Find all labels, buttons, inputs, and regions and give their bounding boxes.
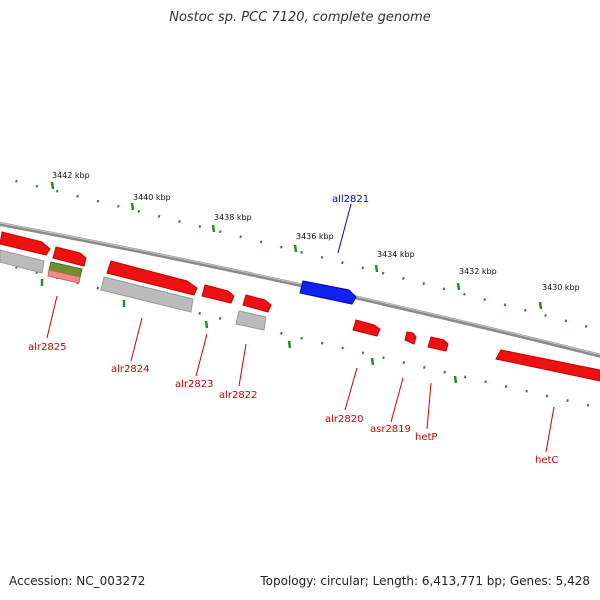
gene-arrow-all2821[interactable]	[299, 280, 357, 305]
outer-dotted-ring	[0, 175, 600, 332]
gene-arrow-alr2822[interactable]	[242, 294, 272, 313]
gene-labels: alr2825 alr2824 alr2823 alr2822 all2821 …	[28, 194, 558, 466]
genome-summary-text: Topology: circular; Length: 6,413,771 bp…	[260, 574, 590, 588]
scale-label: 3442 kbp	[52, 171, 90, 180]
gene-arrow-alr2826[interactable]	[0, 231, 51, 256]
leader-line	[238, 343, 247, 387]
grey-feature	[235, 310, 267, 331]
leader-line	[390, 377, 404, 423]
grey-feature	[100, 276, 194, 313]
inner-scale	[0, 261, 600, 410]
gene-label-asr2819[interactable]: asr2819	[370, 424, 411, 435]
gene-arrow-alr2825[interactable]	[52, 246, 87, 267]
leader-line	[545, 406, 555, 453]
scale-label: 3432 kbp	[459, 267, 497, 276]
leader-line	[426, 382, 432, 430]
gene-arrow-asr2819[interactable]	[404, 331, 417, 345]
leader-line	[337, 203, 352, 254]
scale-label: 3438 kbp	[214, 213, 252, 222]
leader-line	[130, 317, 143, 362]
grey-feature	[0, 249, 45, 274]
gene-arrow-hetC[interactable]	[495, 349, 600, 382]
inner-major-tick	[204, 320, 209, 329]
major-tick	[293, 244, 298, 253]
gene-label-alr2820[interactable]: alr2820	[325, 414, 363, 425]
gene-label-hetP[interactable]: hetP	[415, 432, 437, 443]
major-tick	[130, 202, 135, 211]
gene-arrow-hetP[interactable]	[427, 336, 449, 352]
major-tick	[50, 181, 55, 190]
gene-label-alr2823[interactable]: alr2823	[175, 379, 213, 390]
scale-label: 3440 kbp	[133, 193, 171, 202]
scale-labels: 3442 kbp 3440 kbp 3438 kbp 3436 kbp 3434…	[52, 171, 580, 292]
gene-arrow-alr2823[interactable]	[201, 284, 235, 304]
outer-scale	[0, 175, 600, 332]
gene-label-alr2825[interactable]: alr2825	[28, 342, 66, 353]
scale-label: 3436 kbp	[296, 232, 334, 241]
backbone-highlight	[0, 222, 600, 356]
leader-line	[195, 333, 208, 377]
accession-text: Accession: NC_003272	[9, 574, 146, 588]
major-tick	[211, 224, 216, 233]
inner-major-tick	[370, 357, 375, 366]
inner-major-tick	[287, 340, 292, 349]
scale-label: 3430 kbp	[542, 283, 580, 292]
leader-line	[46, 295, 58, 339]
leader-line	[344, 367, 358, 411]
gene-features	[0, 231, 600, 382]
leader-lines	[46, 203, 555, 453]
gene-arrow-alr2820[interactable]	[352, 319, 381, 337]
pink-feature	[47, 269, 81, 284]
map-title: Nostoc sp. PCC 7120, complete genome	[169, 10, 431, 25]
gene-label-hetC[interactable]: hetC	[535, 455, 558, 466]
secondary-features	[0, 249, 267, 331]
gene-label-alr2822[interactable]: alr2822	[219, 390, 257, 401]
major-tick	[374, 264, 379, 273]
inner-major-tick	[453, 375, 458, 384]
gene-label-all2821[interactable]: all2821	[332, 194, 369, 205]
gene-arrow-alr2824[interactable]	[106, 260, 198, 296]
scale-label: 3434 kbp	[377, 250, 415, 259]
major-tick	[456, 282, 461, 291]
genome-backbone	[0, 221, 600, 358]
gene-label-alr2824[interactable]: alr2824	[111, 364, 149, 375]
major-tick	[538, 301, 543, 310]
